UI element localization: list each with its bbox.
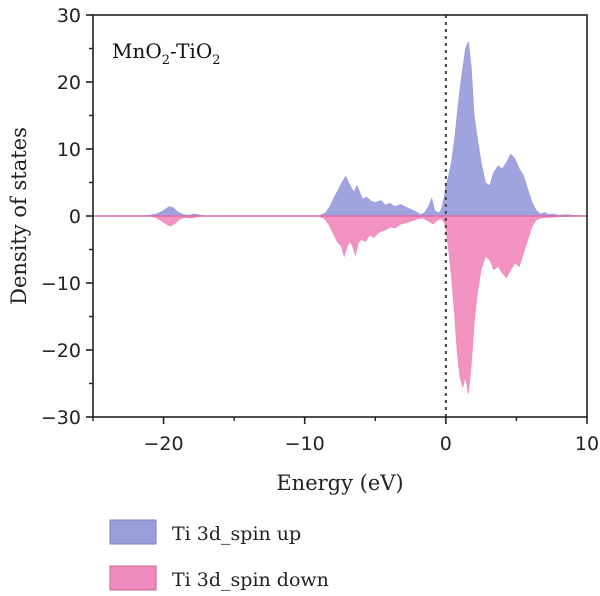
series-area-spin-down <box>93 215 588 394</box>
legend-label-spin-down: Ti 3d_spin down <box>172 569 329 591</box>
series-layer <box>93 41 588 394</box>
annotation-mid: -TiO <box>170 39 212 63</box>
x-tick-label: 10 <box>575 433 599 455</box>
legend-swatch-spin-down <box>109 565 157 591</box>
legend-swatch-spin-up <box>109 519 157 545</box>
annotation-label: MnO2-TiO2 <box>112 39 221 68</box>
x-axis-title: Energy (eV) <box>276 471 403 495</box>
x-tick-label: −20 <box>144 433 184 455</box>
legend-item-spin-up: Ti 3d_spin up <box>109 519 301 545</box>
legend-item-spin-down: Ti 3d_spin down <box>109 565 329 591</box>
annotation-sub2: 2 <box>212 53 220 68</box>
y-tick-label: 10 <box>57 139 81 161</box>
annotation-sub1: 2 <box>162 53 170 68</box>
annotation-main: MnO <box>112 39 162 63</box>
legend-label-spin-up: Ti 3d_spin up <box>172 523 301 545</box>
x-tick-label: −10 <box>285 433 325 455</box>
y-tick-label: −20 <box>41 340 81 362</box>
x-tick-label: 0 <box>440 433 452 455</box>
y-axis-title: Density of states <box>7 127 31 305</box>
y-tick-label: −10 <box>41 273 81 295</box>
ticks-layer: −20 −10 0 10 −30 −20 −10 0 10 20 30 <box>41 5 599 455</box>
legend: Ti 3d_spin up Ti 3d_spin down <box>109 519 329 591</box>
y-tick-label: 20 <box>57 72 81 94</box>
y-tick-label: 30 <box>57 5 81 27</box>
y-tick-label: −30 <box>41 407 81 429</box>
y-tick-label: 0 <box>69 206 81 228</box>
